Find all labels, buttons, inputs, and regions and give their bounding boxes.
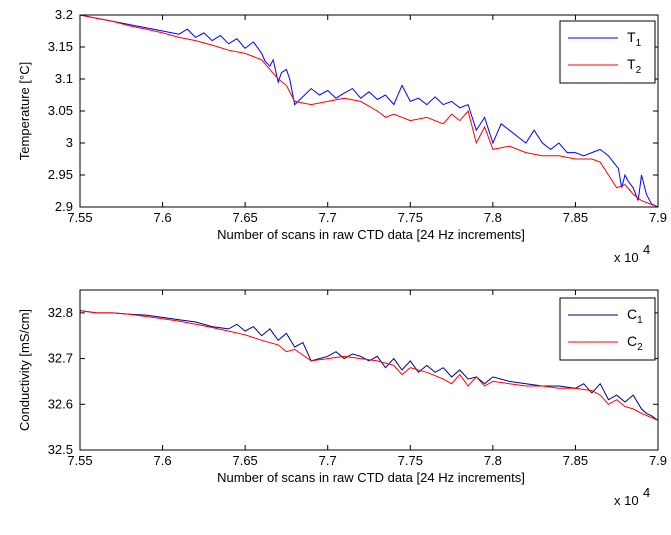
series-line-c2 [80, 310, 658, 421]
y-axis-label: Conductivity [mS/cm] [17, 309, 32, 431]
x-multiplier-label: x 10 [614, 250, 639, 265]
x-tick-label: 7.6 [154, 210, 172, 225]
legend-label-c2: C2 [627, 333, 643, 353]
legend-box [559, 20, 656, 84]
x-tick-label: 7.65 [232, 453, 257, 468]
y-tick-label: 3.15 [48, 39, 73, 54]
x-tick-label: 7.85 [563, 453, 588, 468]
y-tick-label: 2.9 [55, 199, 73, 214]
x-tick-label: 7.75 [398, 210, 423, 225]
legend-label-main: T [627, 56, 636, 72]
series-line-t2 [80, 15, 658, 207]
legend-label-subscript: 2 [637, 342, 643, 353]
x-multiplier-exponent: 4 [643, 485, 650, 500]
y-tick-label: 32.6 [48, 396, 73, 411]
x-tick-label: 7.8 [484, 210, 502, 225]
x-tick-label: 7.7 [319, 453, 337, 468]
x-multiplier-exponent: 4 [643, 242, 650, 257]
x-tick-label: 7.55 [67, 453, 92, 468]
legend-label-main: C [627, 333, 637, 349]
legend-label-subscript: 1 [637, 315, 643, 326]
y-tick-label: 2.95 [48, 167, 73, 182]
legend-label-subscript: 2 [636, 65, 642, 76]
x-tick-label: 7.6 [154, 453, 172, 468]
x-tick-label: 7.55 [67, 210, 92, 225]
x-tick-label: 7.9 [649, 210, 667, 225]
y-tick-label: 3.1 [55, 71, 73, 86]
chart-panel-1: 7.55 7.6 7.65 7.7 7.75 7.8 7.85 7.9 2.9 2.95 3 3.05… [17, 7, 667, 265]
y-tick-label: 32.8 [48, 305, 73, 320]
x-tick-label: 7.9 [649, 453, 667, 468]
x-tick-label: 7.75 [398, 453, 423, 468]
y-tick-label: 3 [66, 135, 73, 150]
x-axis-label: Number of scans in raw CTD data [24 Hz i… [217, 227, 525, 242]
chart-panel-2: 7.55 7.6 7.65 7.7 7.75 7.8 7.85 7.9 32.5 32.6 32.7… [17, 289, 667, 508]
legend-label-main: C [627, 306, 637, 322]
x-tick-label: 7.7 [319, 210, 337, 225]
legend-label-subscript: 1 [636, 38, 642, 49]
x-tick-label: 7.8 [484, 453, 502, 468]
x-tick-label: 7.65 [232, 210, 257, 225]
legend-label-c1: C1 [627, 306, 643, 326]
x-multiplier-label: x 10 [614, 493, 639, 508]
legend-box [559, 297, 656, 361]
y-tick-label: 32.5 [48, 442, 73, 457]
x-tick-label: 7.85 [563, 210, 588, 225]
legend-label-t2: T2 [627, 56, 642, 76]
y-tick-label: 3.05 [48, 103, 73, 118]
legend-label-main: T [627, 29, 636, 45]
y-tick-label: 3.2 [55, 7, 73, 22]
axes-box [79, 289, 659, 451]
legend-label-t1: T1 [627, 29, 642, 49]
y-tick-label: 32.7 [48, 351, 73, 366]
y-axis-label: Temperature [°C] [17, 62, 32, 160]
series-line-t1 [80, 15, 658, 207]
x-axis-label: Number of scans in raw CTD data [24 Hz i… [217, 470, 525, 485]
